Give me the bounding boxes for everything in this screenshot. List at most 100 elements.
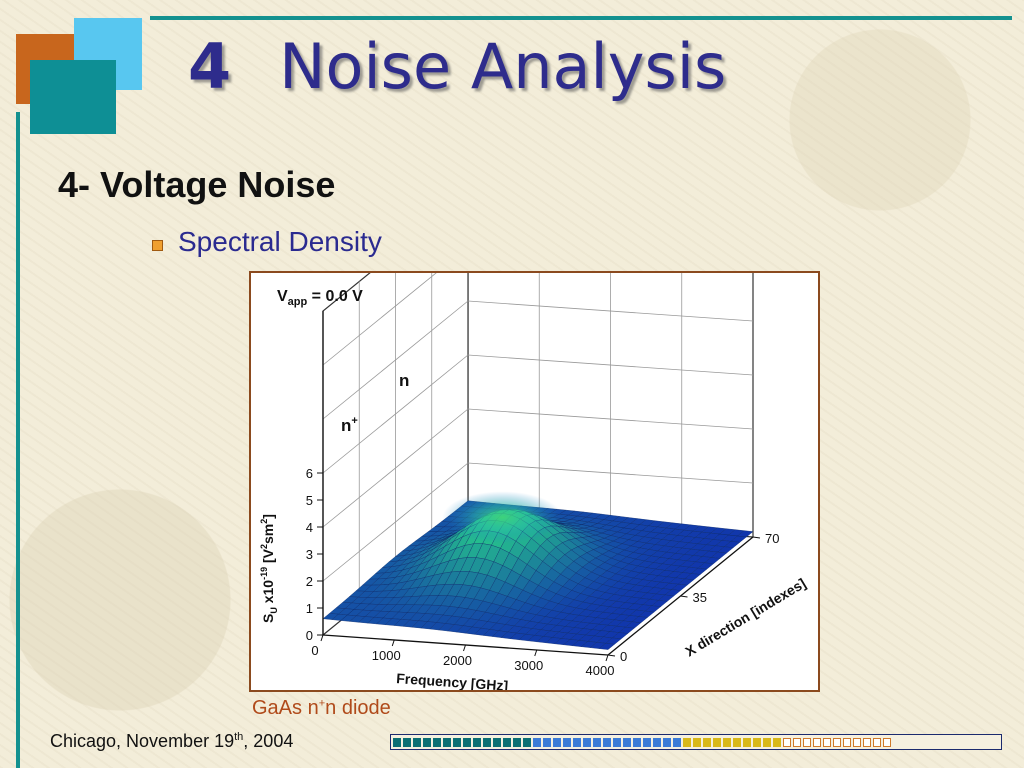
section-heading: 4- Voltage Noise (58, 164, 336, 205)
z-axis-label: SU x10-19 [V2sm2] (259, 514, 279, 623)
decor-square-teal (30, 60, 116, 134)
frequency-tick-label: 4000 (586, 663, 615, 678)
progress-segment (433, 737, 441, 747)
progress-segment (633, 737, 641, 747)
surface-cell (598, 643, 616, 650)
frequency-tick-label: 1000 (372, 648, 401, 663)
progress-segment (793, 737, 801, 747)
z-axis-tick-label: 6 (306, 466, 313, 481)
progress-segment (833, 737, 841, 747)
chart-annotation: Vapp = 0.0 V (277, 288, 363, 308)
progress-segment (723, 737, 731, 747)
frequency-axis-tick (463, 644, 466, 652)
progress-segment (573, 737, 581, 747)
progress-segment (603, 737, 611, 747)
annotation-main: V (277, 288, 288, 305)
x-direction-axis-tick (680, 595, 688, 598)
frequency-axis-tick (320, 634, 324, 642)
progress-segment (523, 737, 531, 747)
frequency-axis-tick (391, 639, 395, 647)
annotation-sub: app (288, 296, 308, 308)
progress-segment (853, 737, 861, 747)
progress-segment (873, 737, 881, 747)
x-axis-label: Frequency [GHz] (396, 670, 509, 690)
x-direction-tick-label: 70 (765, 531, 779, 546)
progress-segment (473, 737, 481, 747)
progress-segment (713, 737, 721, 747)
slide-title-number: 4 (188, 30, 232, 103)
progress-segment (503, 737, 511, 747)
chart-axes: 0 1 2 3 4 5 6 0 1000 2000 3000 4000 0 35 70 (306, 311, 779, 678)
progress-segment (763, 737, 771, 747)
frequency-axis-tick (534, 649, 538, 657)
surface-mesh (322, 491, 754, 650)
frequency-tick-label: 2000 (443, 653, 472, 668)
frequency-tick-label: 0 (311, 643, 318, 658)
progress-segment (663, 737, 671, 747)
bullet-square-icon (152, 240, 163, 251)
region-label-nplus: n+ (341, 415, 358, 435)
top-rule (150, 16, 1012, 20)
progress-segment (593, 737, 601, 747)
progress-segment (623, 737, 631, 747)
x-direction-axis-tick (752, 536, 761, 539)
progress-segment (403, 737, 411, 747)
z-axis-tick-label: 4 (306, 520, 313, 535)
progress-segment (783, 737, 791, 747)
region-label-n: n (399, 371, 409, 390)
y-axis-label: X direction [indexes] (682, 575, 808, 660)
progress-segment (863, 737, 871, 747)
z-axis-tick-label: 3 (306, 547, 313, 562)
progress-segment (673, 737, 681, 747)
surface-peak-highlight (442, 491, 563, 544)
progress-segment (823, 737, 831, 747)
z-axis-tick-label: 1 (306, 601, 313, 616)
progress-segment (553, 737, 561, 747)
progress-segment (733, 737, 741, 747)
z-axis-tick-label: 0 (306, 628, 313, 643)
progress-segment (753, 737, 761, 747)
x-direction-axis-tick (607, 654, 616, 657)
figure-caption: GaAs n+n diode (252, 697, 391, 719)
progress-segment (653, 737, 661, 747)
progress-segment (443, 737, 451, 747)
progress-segment (703, 737, 711, 747)
x-direction-tick-label: 35 (693, 590, 707, 605)
progress-segment (743, 737, 751, 747)
progress-segment (813, 737, 821, 747)
chart-frame: 0 1 2 3 4 5 6 0 1000 2000 3000 4000 0 35 70 Vapp = 0.0… (249, 271, 820, 692)
z-axis-tick-label: 5 (306, 493, 313, 508)
z-axis-tick-label: 2 (306, 574, 313, 589)
annotation-rest: = 0.0 V (307, 288, 363, 305)
progress-segment (693, 737, 701, 747)
progress-segment (843, 737, 851, 747)
progress-segment (883, 737, 891, 747)
frequency-axis-tick (605, 654, 609, 662)
frequency-tick-label: 3000 (514, 658, 543, 673)
slide-progress-bar (390, 734, 1002, 750)
progress-segment (803, 737, 811, 747)
progress-segment (513, 737, 521, 747)
progress-segment (483, 737, 491, 747)
progress-segment (643, 737, 651, 747)
progress-segment (563, 737, 571, 747)
progress-segment (543, 737, 551, 747)
progress-segment (453, 737, 461, 747)
progress-segment (413, 737, 421, 747)
bullet-text: Spectral Density (178, 226, 382, 257)
progress-segment (423, 737, 431, 747)
footer-text: Chicago, November 19th, 2004 (50, 731, 294, 751)
progress-segment (533, 737, 541, 747)
progress-segment (583, 737, 591, 747)
surface-chart: 0 1 2 3 4 5 6 0 1000 2000 3000 4000 0 35 70 Vapp = 0.0… (259, 273, 809, 690)
progress-segment (613, 737, 621, 747)
progress-segment (683, 737, 691, 747)
progress-segment (773, 737, 781, 747)
progress-segment (463, 737, 471, 747)
left-rule (16, 112, 20, 768)
progress-segment (493, 737, 501, 747)
slide-title: 4 Noise Analysis (188, 30, 726, 103)
x-direction-tick-label: 0 (620, 649, 627, 664)
slide-title-text: Noise Analysis (279, 30, 727, 103)
progress-segment (393, 737, 401, 747)
